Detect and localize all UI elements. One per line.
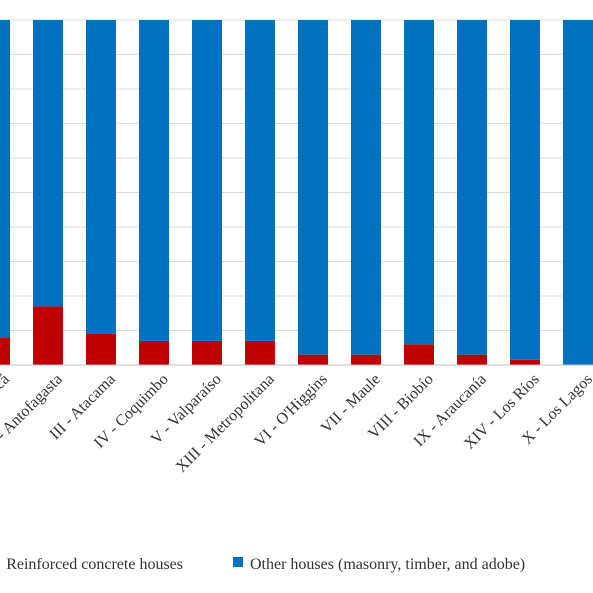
- bar-reinforced-concrete-xiv-los-rios: [510, 359, 540, 365]
- bar-reinforced-concrete-iv-coquimbo: [139, 340, 169, 365]
- bar-other-houses-ix-araucania: [457, 20, 487, 355]
- bar-reinforced-concrete-ix-araucania: [457, 354, 487, 365]
- bar-other-houses-iv-coquimbo: [139, 20, 169, 341]
- bar-other-houses-v-valparaiso: [192, 20, 222, 341]
- bar-reinforced-concrete-ii-antofagasta: [33, 306, 63, 365]
- bar-other-houses-i-tarapaca: [0, 20, 10, 338]
- bar-other-houses-ii-antofagasta: [33, 20, 63, 307]
- bar-other-houses-viii-biobio: [404, 20, 434, 345]
- legend-label-other-houses: Other houses (masonry, timber, and adobe…: [250, 556, 525, 573]
- bar-reinforced-concrete-v-valparaiso: [192, 340, 222, 365]
- bar-other-houses-xiv-los-rios: [510, 20, 540, 360]
- bar-reinforced-concrete-vii-maule: [351, 354, 381, 365]
- legend-label-reinforced-concrete: Reinforced concrete houses: [6, 556, 183, 573]
- bar-reinforced-concrete-iii-atacama: [86, 333, 116, 365]
- bar-reinforced-concrete-i-tarapaca: [0, 337, 10, 365]
- x-tick-label: XIII - Metropolitana: [173, 371, 278, 476]
- bar-reinforced-concrete-xiii-metropolitana: [245, 340, 275, 365]
- bar-other-houses-vii-maule: [351, 20, 381, 355]
- bar-other-houses-vi-o-higgins: [298, 20, 328, 355]
- bar-other-houses-iii-atacama: [86, 20, 116, 334]
- bar-reinforced-concrete-vi-o-higgins: [298, 354, 328, 365]
- bar-other-houses-xiii-metropolitana: [245, 20, 275, 341]
- legend: Reinforced concrete houses Other houses …: [6, 556, 525, 573]
- bar-other-houses-x-los-lagos: [563, 20, 593, 365]
- bars: [0, 20, 593, 365]
- bar-reinforced-concrete-viii-biobio: [404, 344, 434, 365]
- legend-swatch-other-houses: [233, 557, 243, 567]
